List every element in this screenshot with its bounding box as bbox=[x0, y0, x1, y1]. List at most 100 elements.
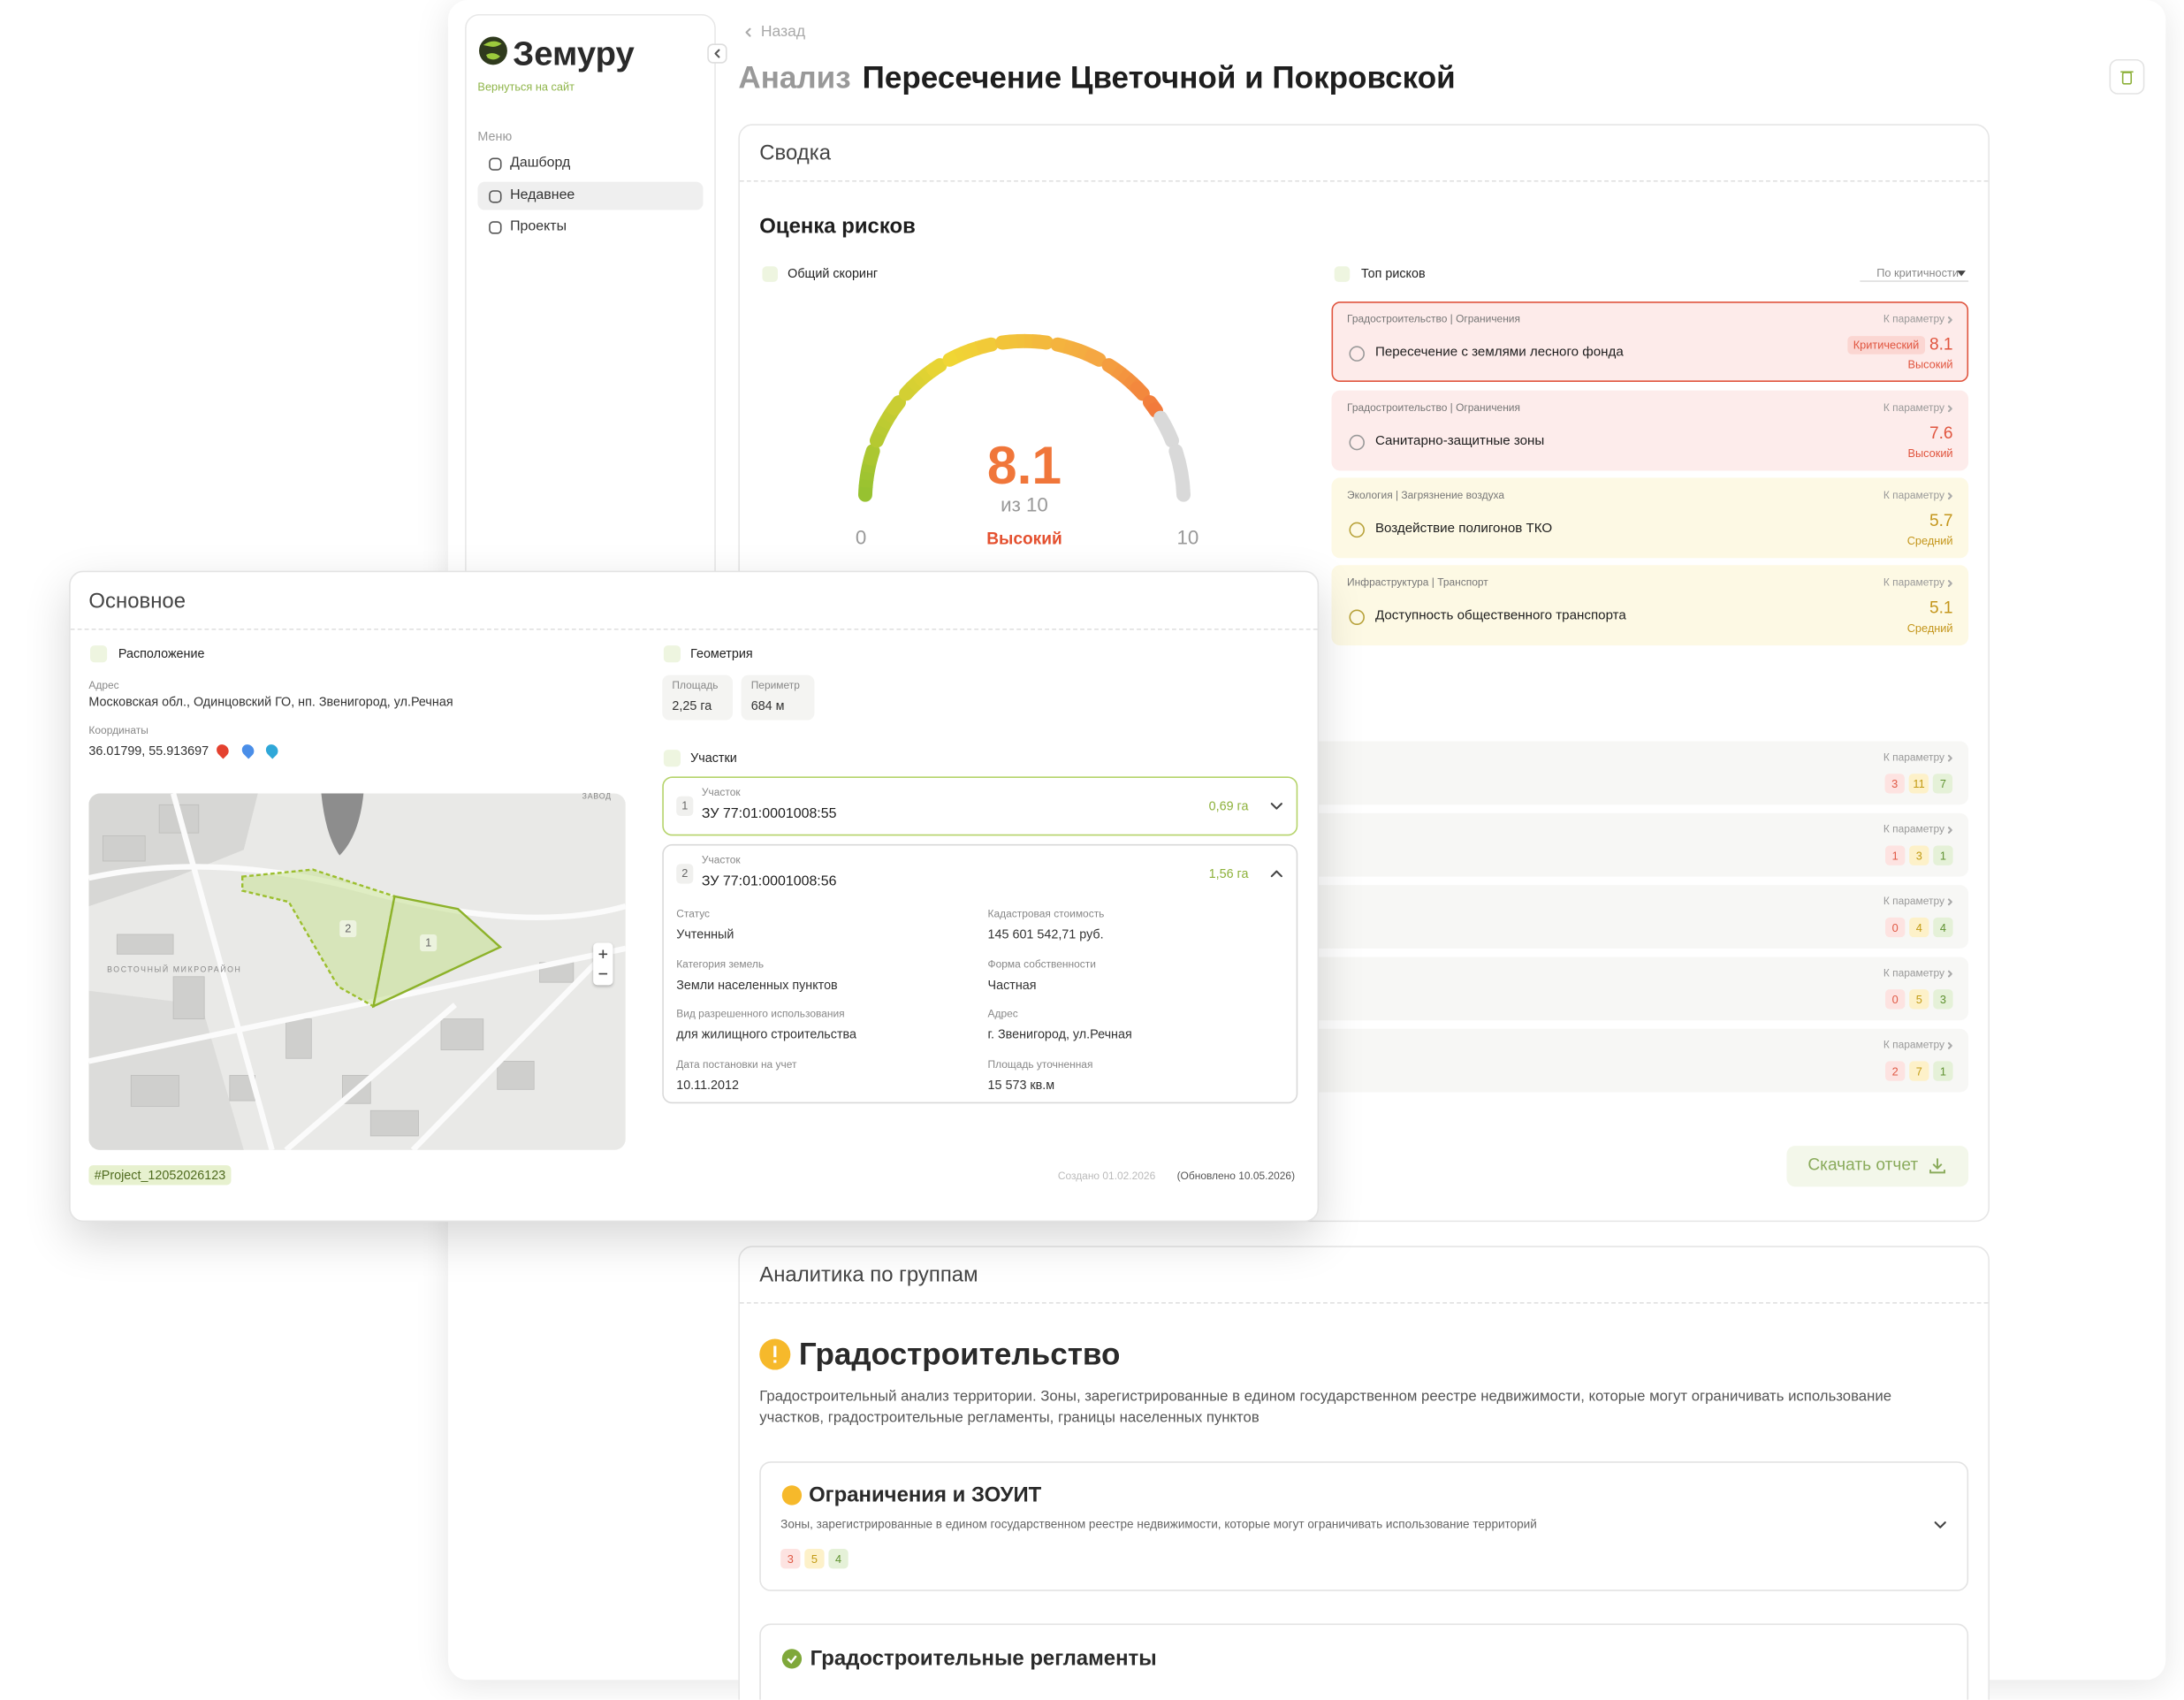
chevron-line bbox=[714, 49, 720, 58]
chevron bbox=[1947, 898, 1952, 906]
count-badge: 0 bbox=[1885, 917, 1906, 938]
field-label: Адрес bbox=[987, 1007, 1018, 1021]
risk-category: Градостроительство | Ограничения bbox=[1347, 400, 1520, 415]
page-title: Пересечение Цветочной и Покровской bbox=[862, 59, 1456, 95]
gauge-segment bbox=[1031, 334, 1054, 350]
risk-category: Экология | Загрязнение воздуха bbox=[1347, 488, 1505, 502]
gauge-segment bbox=[906, 377, 922, 393]
warning-icon bbox=[781, 1485, 803, 1506]
gauge-segment bbox=[859, 470, 875, 482]
chevron-line bbox=[1947, 492, 1952, 500]
chevron bbox=[1947, 405, 1952, 413]
count-badges: 3 11 7 bbox=[1884, 774, 1953, 794]
building bbox=[440, 1018, 484, 1051]
parameter-link: К параметру bbox=[1883, 894, 1944, 908]
gauge-segment bbox=[926, 358, 947, 377]
risk-title: Воздействие полигонов ТКО bbox=[1374, 521, 1553, 537]
parcel-1 bbox=[371, 895, 503, 1009]
chevron bbox=[1947, 492, 1952, 500]
chevron bbox=[1947, 827, 1952, 834]
logo-icon bbox=[479, 36, 507, 65]
gauge-segment bbox=[917, 367, 933, 385]
plot-label: Участок bbox=[701, 853, 741, 866]
menu-icon bbox=[488, 220, 501, 233]
built-area bbox=[88, 990, 244, 1150]
gauge-segment bbox=[1147, 402, 1163, 418]
field-value: Московская обл., Одинцовский ГО, нп. Зве… bbox=[88, 694, 453, 709]
gauge-segment bbox=[860, 462, 877, 475]
gauge-segment bbox=[899, 380, 919, 401]
gauge-score: 8.1 bbox=[986, 437, 1062, 497]
risk-score: 8.1 bbox=[1929, 333, 1953, 354]
chevron-line bbox=[1947, 754, 1952, 762]
risk-level: Средний bbox=[1906, 534, 1953, 548]
field-label: Вид разрешенного использования bbox=[676, 1007, 845, 1021]
field-label: Форма собственности bbox=[987, 957, 1096, 971]
risk-title: Доступность общественного транспорта bbox=[1374, 607, 1626, 624]
delete-button[interactable] bbox=[2109, 58, 2145, 95]
warning-mark bbox=[773, 1346, 777, 1358]
field-value: для жилищного строительства bbox=[676, 1027, 856, 1042]
gauge-value-arc bbox=[857, 333, 1163, 502]
count-badge: 3 bbox=[1884, 774, 1905, 794]
gauge-segment bbox=[858, 477, 874, 488]
zoom-controls[interactable] bbox=[593, 942, 613, 986]
chevron-line bbox=[1947, 1041, 1952, 1049]
menu-item[interactable]: Недавнее bbox=[510, 187, 575, 203]
menu-item[interactable]: Дашборд bbox=[510, 155, 571, 172]
chevron-line bbox=[1934, 1521, 1946, 1528]
plot-number: 1 bbox=[681, 799, 689, 812]
gauge-segment bbox=[967, 341, 980, 358]
map-label: ЗАВОД bbox=[582, 793, 612, 802]
menu-item[interactable]: Проекты bbox=[510, 218, 567, 235]
logo-text: Земуру bbox=[513, 35, 635, 74]
plot-card[interactable] bbox=[662, 843, 1298, 1104]
gauge-segment bbox=[1122, 372, 1138, 389]
menu-title: Меню bbox=[477, 129, 513, 144]
risk-card[interactable] bbox=[1331, 477, 1969, 559]
risk-icon bbox=[1349, 522, 1365, 538]
count-badge: 4 bbox=[1909, 917, 1929, 938]
risk-level: Средний bbox=[1906, 621, 1953, 636]
zoom-glyphs bbox=[598, 949, 608, 975]
subsection-card[interactable] bbox=[759, 1461, 1969, 1591]
parameter-link: К параметру bbox=[1883, 966, 1944, 980]
sidebar-collapse-button[interactable] bbox=[707, 43, 727, 64]
subsection-card[interactable] bbox=[759, 1623, 1969, 1700]
sort-select[interactable]: По критичности bbox=[1876, 266, 1959, 280]
gauge-segment bbox=[887, 395, 906, 415]
gauge-max: 10 bbox=[1176, 525, 1199, 549]
field-label: Адрес bbox=[88, 678, 119, 692]
field-value: 145 601 542,71 руб. bbox=[987, 926, 1104, 941]
metric-value: 2,25 га bbox=[672, 698, 712, 713]
road bbox=[284, 1002, 458, 1150]
chevron-line bbox=[1270, 870, 1282, 878]
road bbox=[88, 945, 626, 1064]
chevron-line bbox=[1947, 970, 1952, 978]
chevron bbox=[1947, 1041, 1952, 1049]
gauge-segment bbox=[942, 348, 964, 367]
count-badge: 7 bbox=[1909, 1061, 1929, 1081]
map bbox=[88, 793, 626, 1150]
menu-active-bg bbox=[477, 181, 704, 210]
field-label: Кадастровая стоимость bbox=[987, 907, 1105, 920]
field-label: Категория земель bbox=[676, 957, 765, 971]
parameter-link: К параметру bbox=[1883, 488, 1944, 502]
risk-title: Пересечение с землями лесного фонда bbox=[1374, 344, 1624, 361]
water-area bbox=[321, 793, 364, 856]
plot-area: 0,69 га bbox=[1208, 798, 1249, 813]
top-risks-title: Топ рисков bbox=[1360, 266, 1426, 280]
back-link[interactable]: Назад bbox=[760, 23, 806, 41]
risk-card[interactable] bbox=[1331, 390, 1969, 471]
download-glyph bbox=[1929, 1158, 1945, 1174]
chevron-line bbox=[1947, 827, 1952, 834]
risk-card[interactable] bbox=[1331, 565, 1969, 646]
gauge-segment bbox=[1116, 368, 1132, 385]
icon-circle bbox=[1349, 609, 1365, 626]
plot-card[interactable] bbox=[662, 776, 1298, 836]
metric-box bbox=[662, 675, 733, 720]
chevron-line bbox=[1270, 803, 1282, 810]
risk-category: Градостроительство | Ограничения bbox=[1347, 312, 1520, 325]
